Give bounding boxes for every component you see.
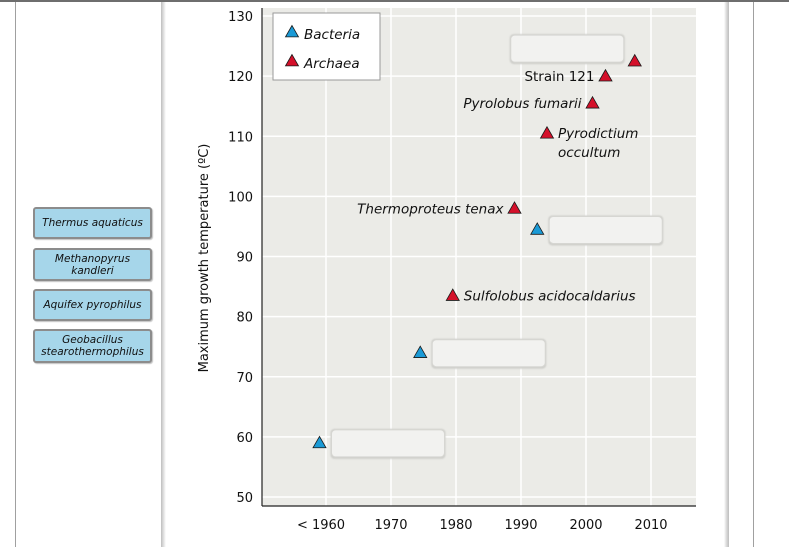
point-label: Pyrodictium occultum	[558, 126, 638, 161]
drop-zone-box	[548, 215, 663, 244]
archaea-point	[445, 288, 460, 301]
label-drop-zone[interactable]	[431, 338, 547, 369]
species-button-thermus-aquaticus[interactable]: Thermus aquaticus	[33, 207, 152, 239]
drop-zone-box	[510, 34, 625, 63]
archaea-point	[507, 201, 522, 214]
x-tick-label: 2010	[634, 518, 667, 533]
right-panel-edge	[724, 2, 729, 547]
species-button-label: Thermus aquaticus	[42, 217, 143, 229]
point-label-line: occultum	[558, 145, 620, 161]
left-panel-edge	[161, 2, 166, 547]
y-axis-label: Maximum growth temperature (ºC)	[197, 144, 212, 373]
drop-zone-box	[431, 339, 546, 368]
y-tick-label: 130	[228, 10, 253, 25]
archaea-point	[627, 53, 642, 67]
y-tick-label: 90	[236, 251, 253, 266]
right-divider	[753, 2, 754, 547]
x-tick-label: < 1960	[297, 518, 345, 533]
bacteria-point	[413, 345, 428, 358]
label-drop-zone[interactable]	[548, 215, 664, 246]
point-label: Strain 121	[524, 69, 594, 85]
top-border	[0, 0, 789, 2]
legend-box	[272, 12, 381, 81]
left-divider	[15, 2, 16, 547]
x-tick-label: 1970	[374, 518, 407, 533]
species-button-label: Geobacillus stearothermophilus	[41, 334, 144, 358]
bacteria-point	[312, 435, 327, 449]
point-label-line: Sulfolobus acidocaldarius	[464, 289, 636, 305]
y-tick-label: 80	[236, 311, 253, 326]
point-label: Thermoproteus tenax	[357, 201, 504, 217]
x-tick-label: 2000	[569, 518, 602, 533]
species-button-aquifex-pyrophilus[interactable]: Aquifex pyrophilus	[33, 289, 152, 321]
y-tick-label: 60	[236, 431, 253, 446]
point-label-line: Pyrolobus fumarii	[463, 96, 581, 112]
drop-zone-box	[331, 429, 445, 458]
bacteria-legend-icon	[284, 24, 300, 38]
point-label-line: Thermoproteus tenax	[357, 201, 504, 217]
point-label: Sulfolobus acidocaldarius	[464, 289, 636, 305]
species-button-methanopyrus-kandleri[interactable]: Methanopyrus kandleri	[33, 248, 152, 281]
label-drop-zone[interactable]	[509, 34, 625, 65]
legend-label: Bacteria	[304, 27, 360, 43]
y-tick-label: 70	[236, 371, 253, 386]
species-button-geobacillus-stearothermophilus[interactable]: Geobacillus stearothermophilus	[33, 329, 152, 363]
label-drop-zone[interactable]	[330, 428, 446, 459]
point-label-line: Strain 121	[524, 69, 594, 85]
archaea-point	[598, 68, 613, 82]
point-label-line: Pyrodictium	[558, 126, 638, 142]
archaea-legend-icon	[284, 53, 300, 67]
species-button-label: Methanopyrus kandleri	[54, 252, 131, 277]
y-tick-label: 100	[228, 190, 253, 205]
species-button-label: Aquifex pyrophilus	[43, 299, 142, 311]
x-tick-label: 1990	[504, 518, 537, 533]
legend-label: Archaea	[303, 56, 360, 72]
y-tick-label: 120	[228, 70, 253, 85]
y-tick-label: 50	[236, 491, 253, 506]
archaea-point	[585, 95, 600, 109]
point-label: Pyrolobus fumarii	[463, 96, 581, 112]
y-tick-label: 110	[228, 130, 253, 145]
archaea-point	[539, 125, 555, 139]
x-tick-label: 1980	[439, 518, 472, 533]
bacteria-point	[530, 222, 545, 235]
